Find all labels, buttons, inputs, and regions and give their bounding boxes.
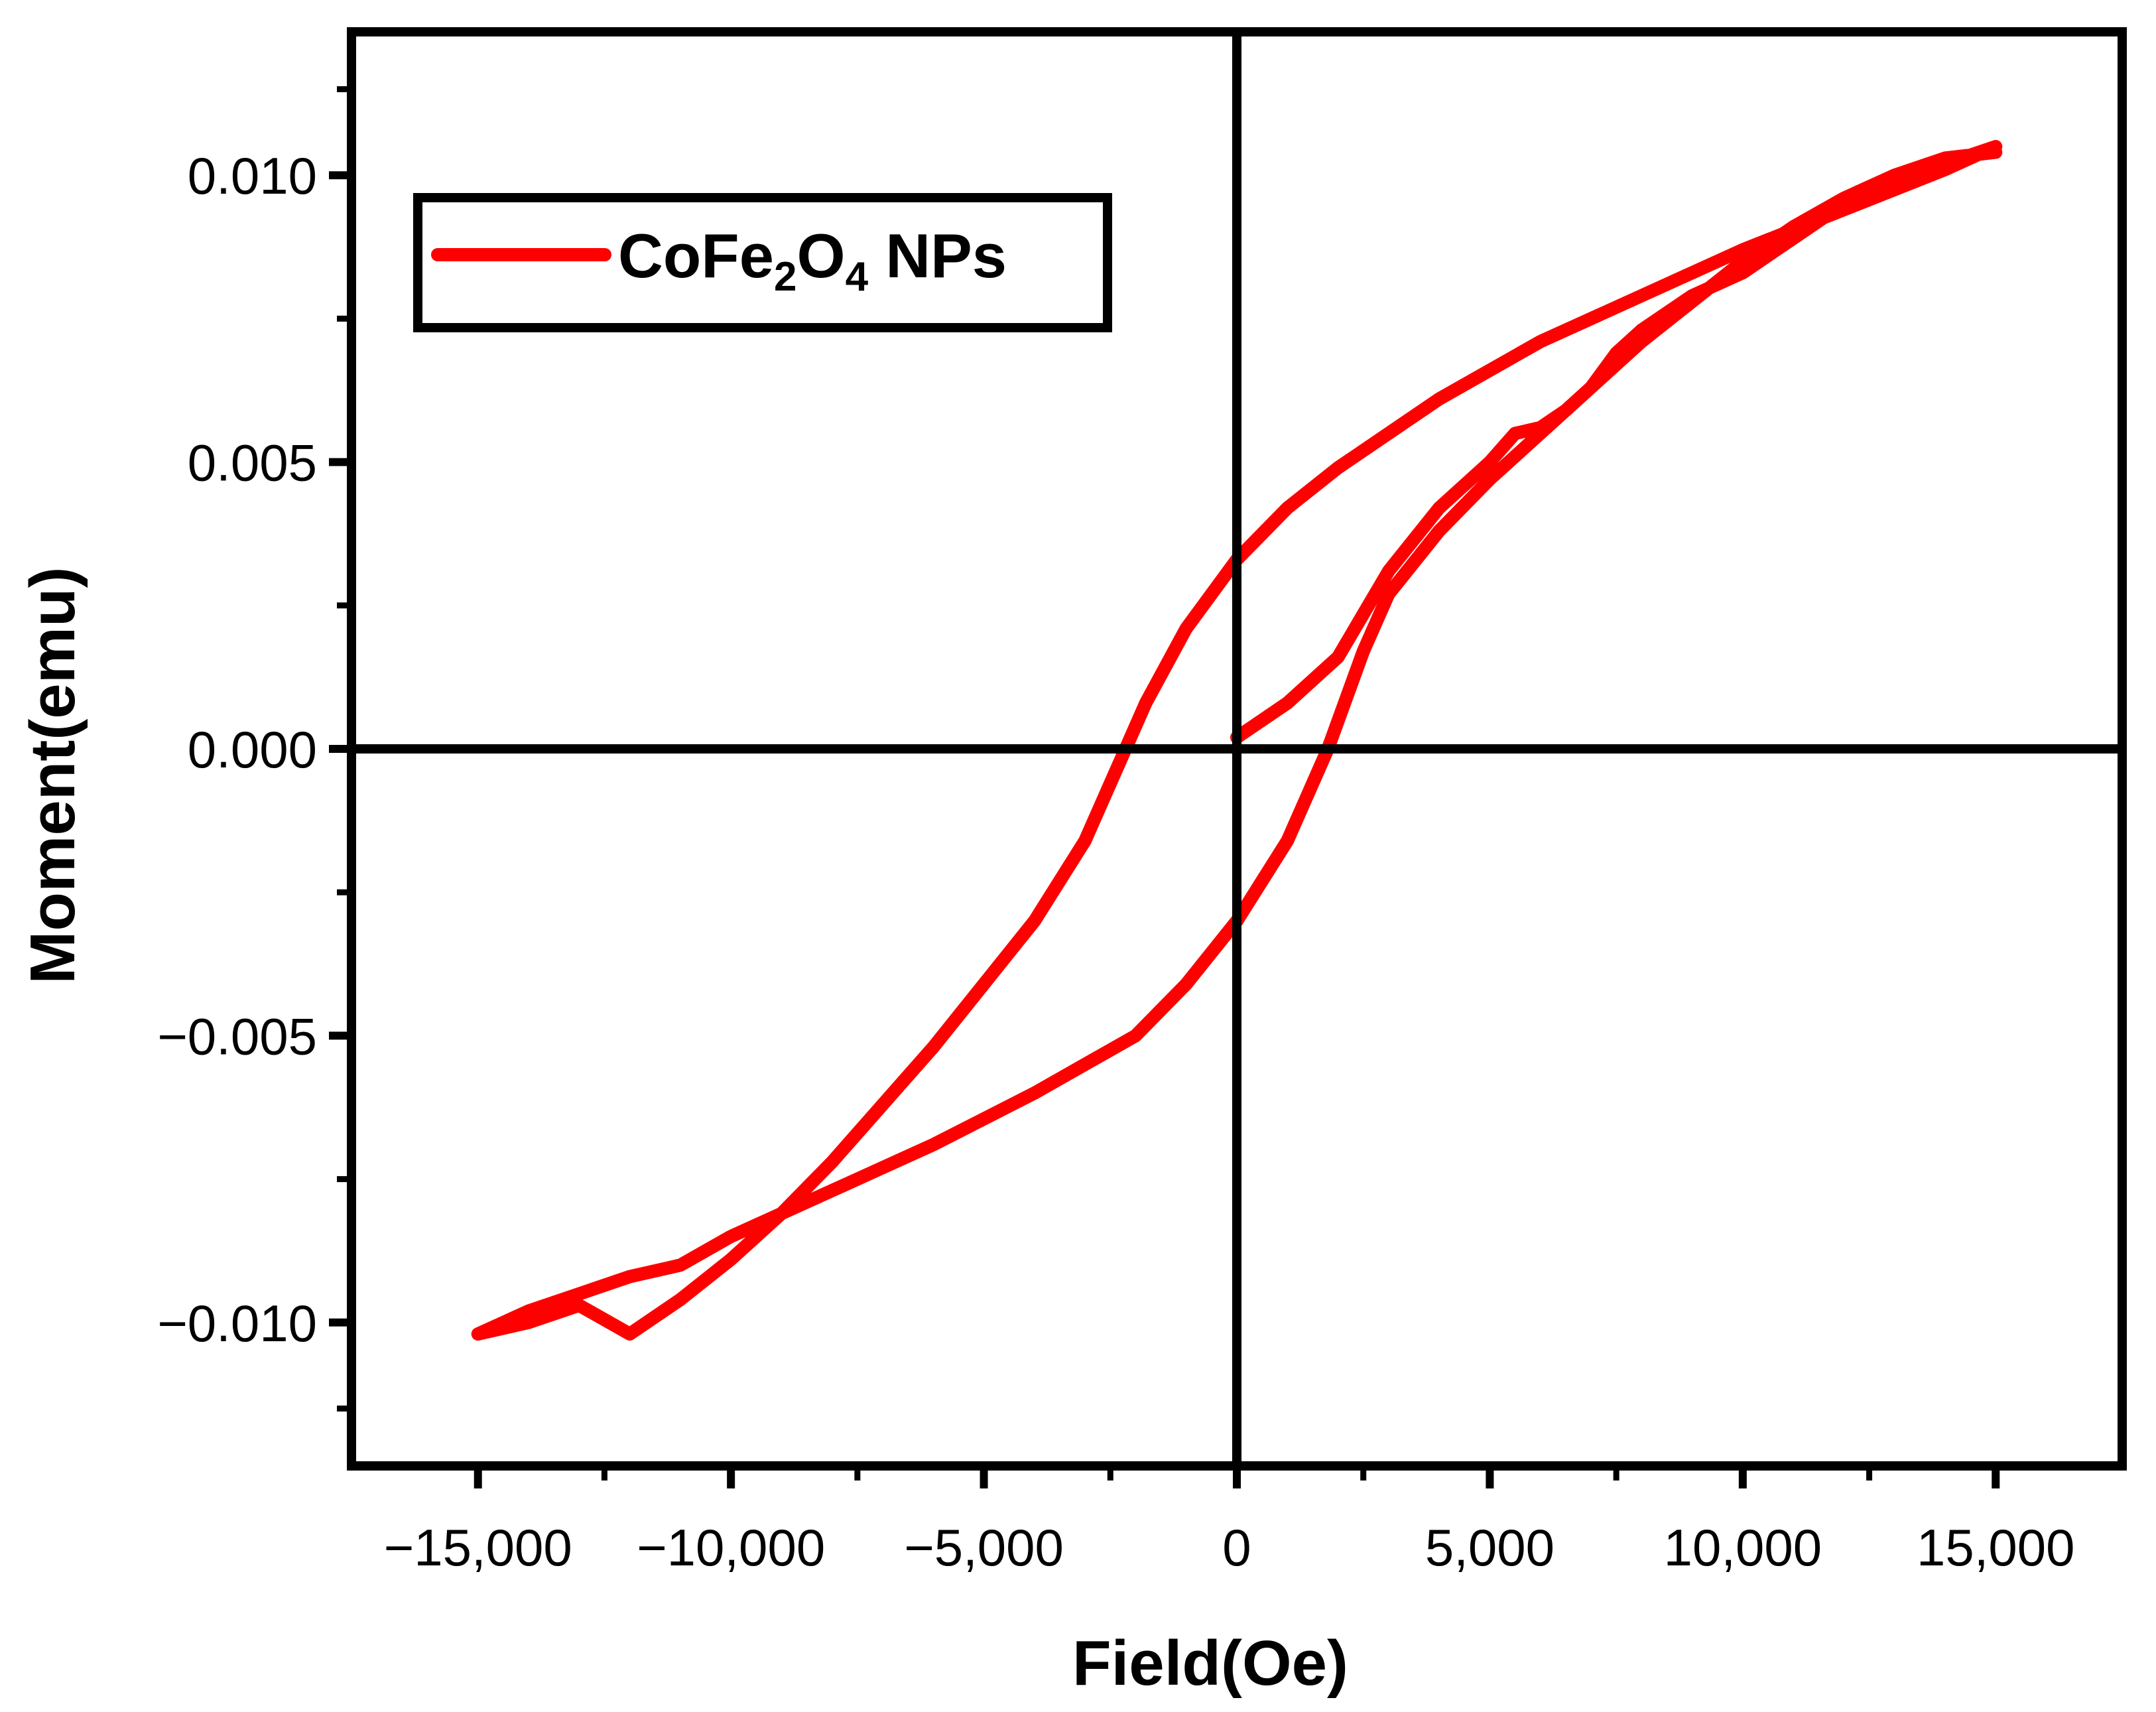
- x-tick-label: −5,000: [904, 1518, 1064, 1577]
- y-tick-label: 0.010: [188, 147, 317, 205]
- legend-label: CoFe2O4 NPs: [618, 221, 1007, 300]
- labels-layer: −15,000 −10,000 −5,000 0 5,000 10,000 15,000 −0…: [17, 147, 2075, 1699]
- x-tick-label: 10,000: [1664, 1518, 1822, 1577]
- legend-box: [413, 193, 1112, 332]
- x-tick-label: 15,000: [1917, 1518, 2075, 1577]
- y-axis-title: Moment(emu): [17, 566, 88, 984]
- legend-label-part: O: [796, 221, 845, 291]
- legend-label-subscript: 4: [846, 254, 869, 300]
- plot-frame: [347, 27, 2127, 1471]
- legend-label-part: CoFe: [618, 221, 774, 291]
- legend-label-subscript: 2: [774, 254, 796, 300]
- y-tick-label: −0.005: [157, 1007, 317, 1065]
- x-tick-label: 5,000: [1425, 1518, 1554, 1577]
- x-tick-label: −15,000: [384, 1518, 572, 1577]
- y-tick-label: 0.000: [188, 720, 317, 779]
- x-axis-title: Field(Oe): [1072, 1628, 1348, 1699]
- frame-layer: [347, 27, 2127, 1471]
- legend-label-part: NPs: [868, 221, 1007, 291]
- legend: CoFe2O4 NPs: [413, 193, 1112, 332]
- x-tick-label: −10,000: [637, 1518, 825, 1577]
- y-tick-label: 0.005: [188, 434, 317, 492]
- x-tick-label: 0: [1222, 1518, 1251, 1577]
- series-line: [471, 140, 2003, 1341]
- y-tick-label: −0.010: [157, 1294, 317, 1352]
- data-layer: [471, 140, 2003, 1341]
